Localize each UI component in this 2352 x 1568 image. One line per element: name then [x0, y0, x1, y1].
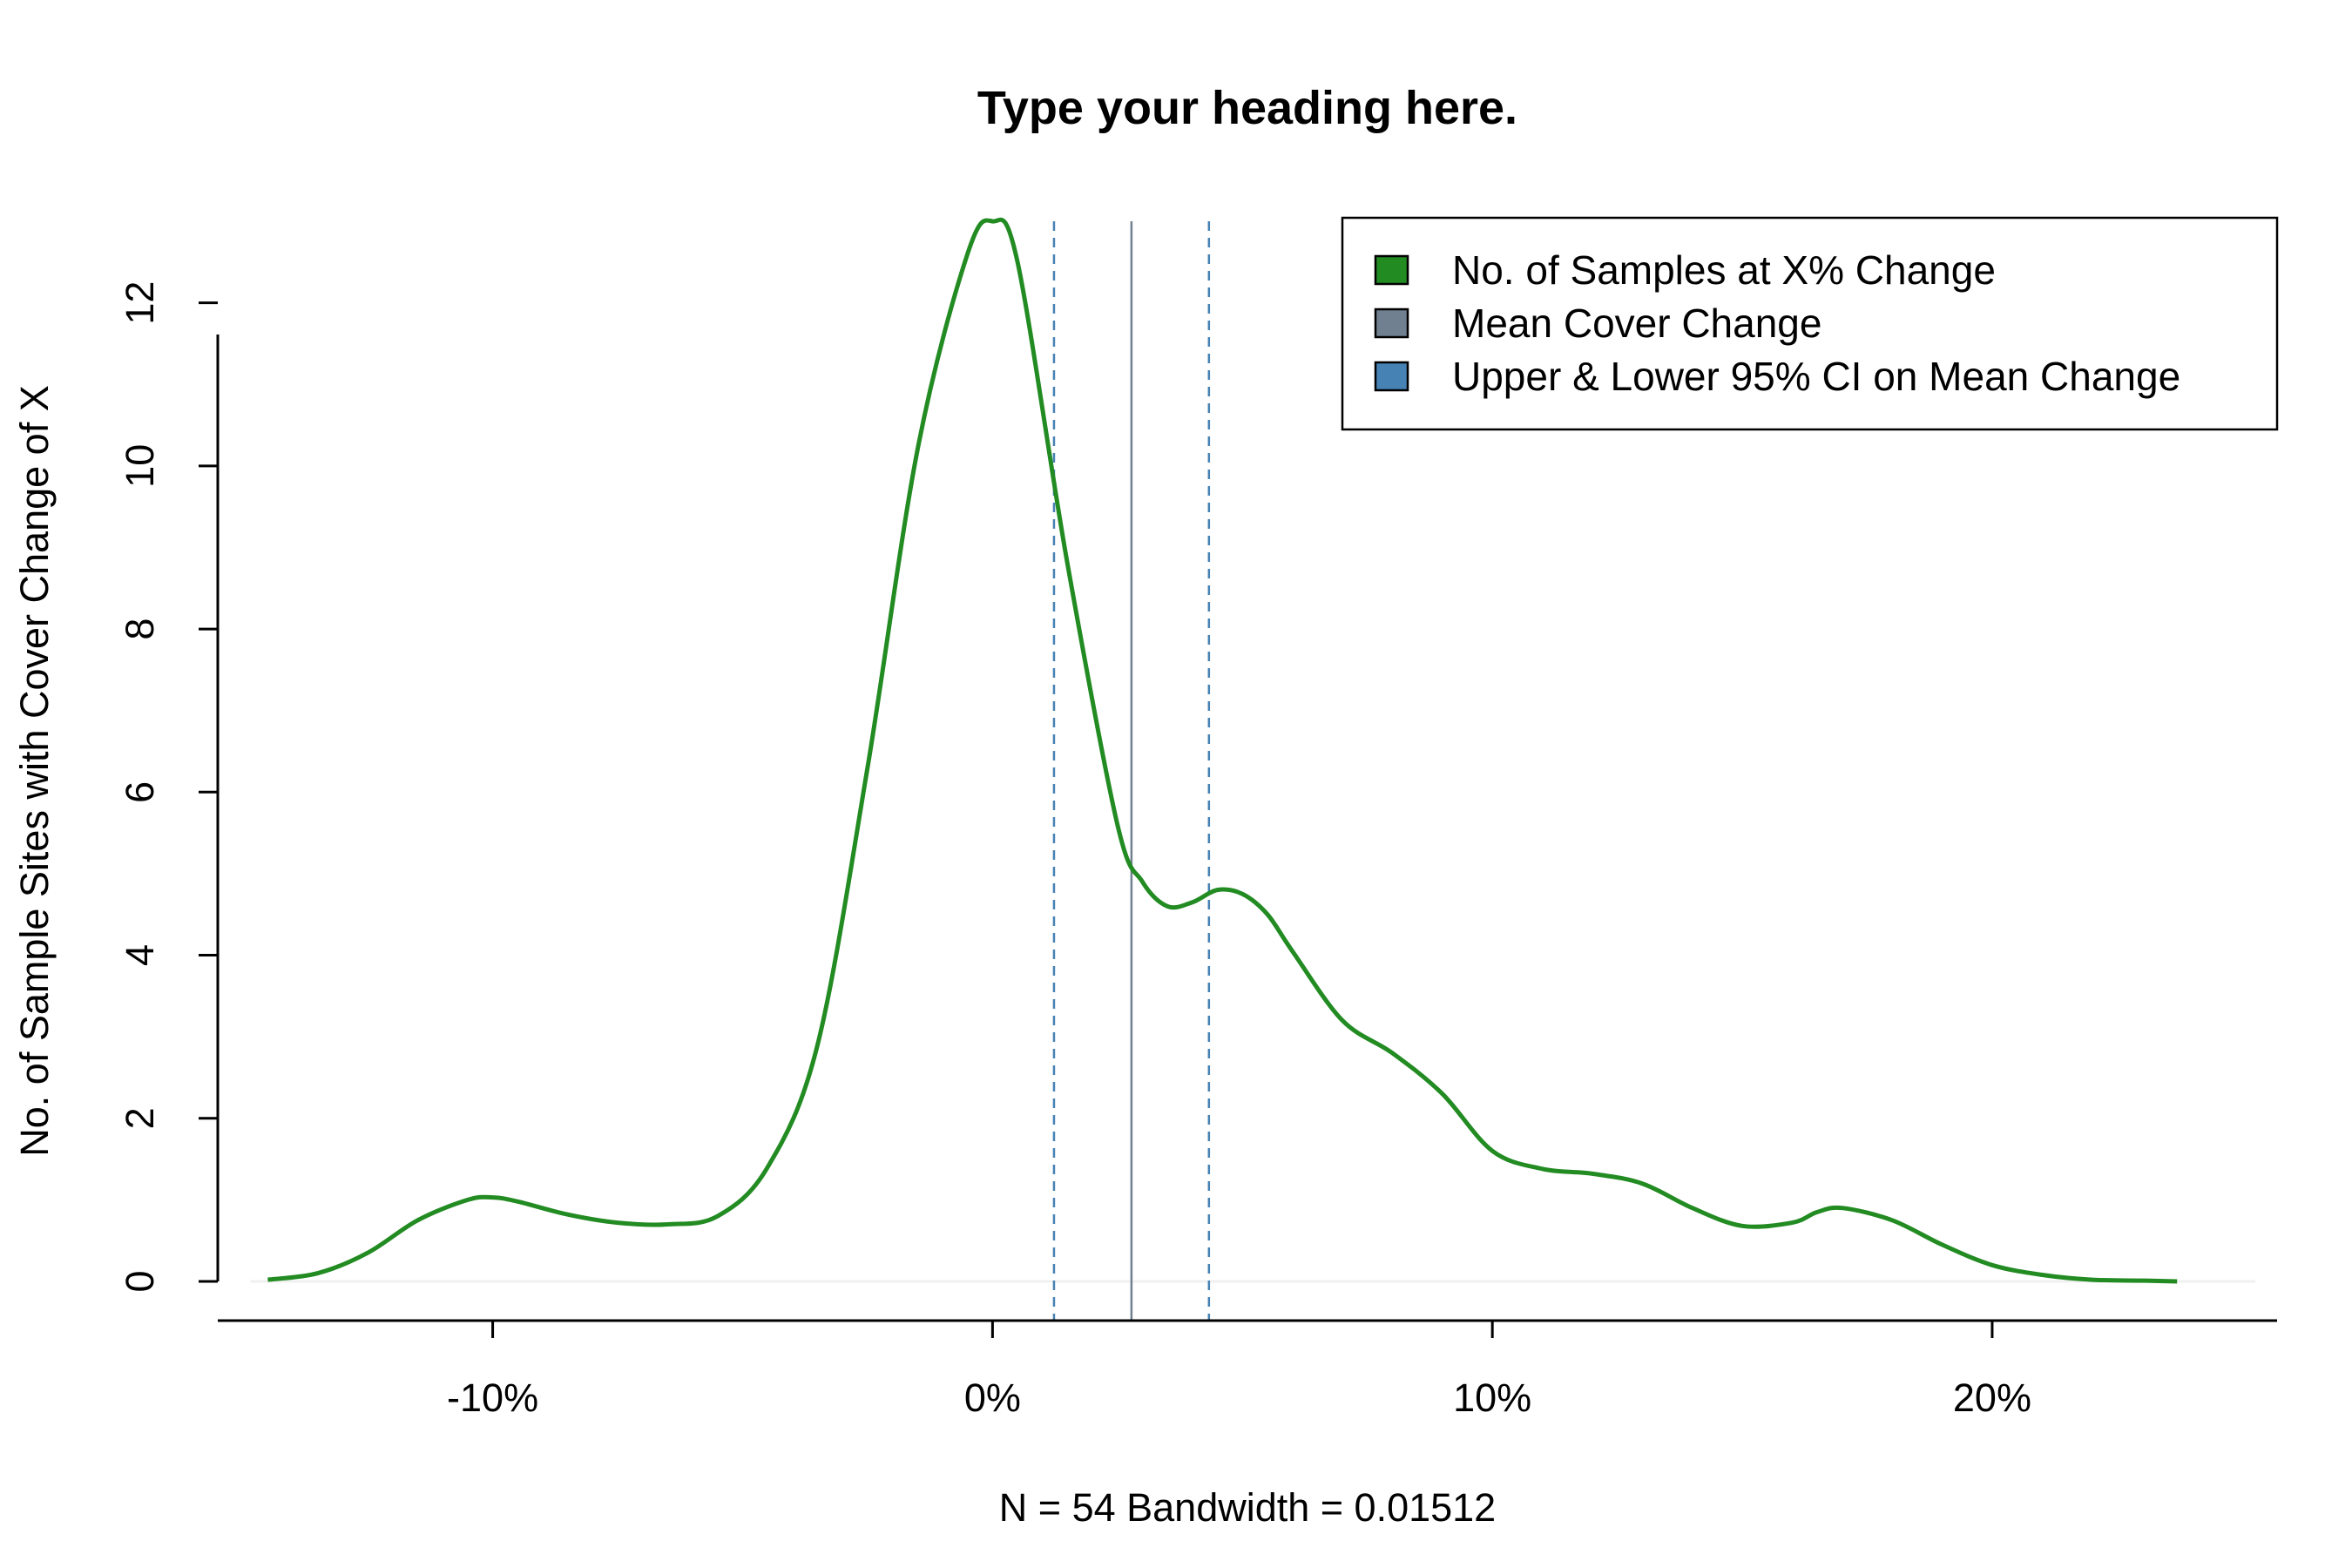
x-tick-label: 0%: [964, 1375, 1021, 1420]
density-curve-layer: [267, 217, 2178, 1284]
x-tick-label: 20%: [1953, 1375, 2031, 1420]
legend-label: Mean Cover Change: [1452, 301, 1821, 346]
reference-lines-layer: [1052, 221, 1211, 1321]
density-curve-0: [267, 217, 2178, 1284]
y-tick-label: 10: [118, 444, 162, 488]
y-tick-label: 2: [118, 1107, 162, 1129]
x-axis-label: N = 54 Bandwidth = 0.01512: [999, 1485, 1496, 1530]
chart-title: Type your heading here.: [977, 82, 1517, 134]
y-tick-label: 8: [118, 618, 162, 640]
legend: No. of Samples at X% Change Mean Cover Ch…: [1341, 216, 2279, 431]
legend-label: No. of Samples at X% Change: [1452, 247, 1996, 293]
legend-swatch: [1374, 308, 1409, 339]
legend-swatch: [1374, 361, 1409, 392]
x-tick-label: 10%: [1453, 1375, 1531, 1420]
legend-label: Upper & Lower 95% CI on Mean Change: [1452, 354, 2180, 399]
x-ticks: -10% 0% 10% 20%: [447, 1321, 2031, 1420]
y-tick-label: 12: [118, 281, 162, 325]
legend-items: No. of Samples at X% Change Mean Cover Ch…: [1374, 247, 2180, 399]
y-axis-label: No. of Sample Sites with Cover Change of…: [12, 385, 57, 1156]
x-tick-label: -10%: [447, 1375, 538, 1420]
y-ticks: 0 2 4 6 8 10 12: [118, 281, 218, 1293]
legend-swatch: [1374, 254, 1409, 286]
y-tick-label: 4: [118, 944, 162, 966]
y-tick-label: 0: [118, 1270, 162, 1292]
legend-box: [1341, 216, 2279, 431]
y-tick-label: 6: [118, 781, 162, 803]
